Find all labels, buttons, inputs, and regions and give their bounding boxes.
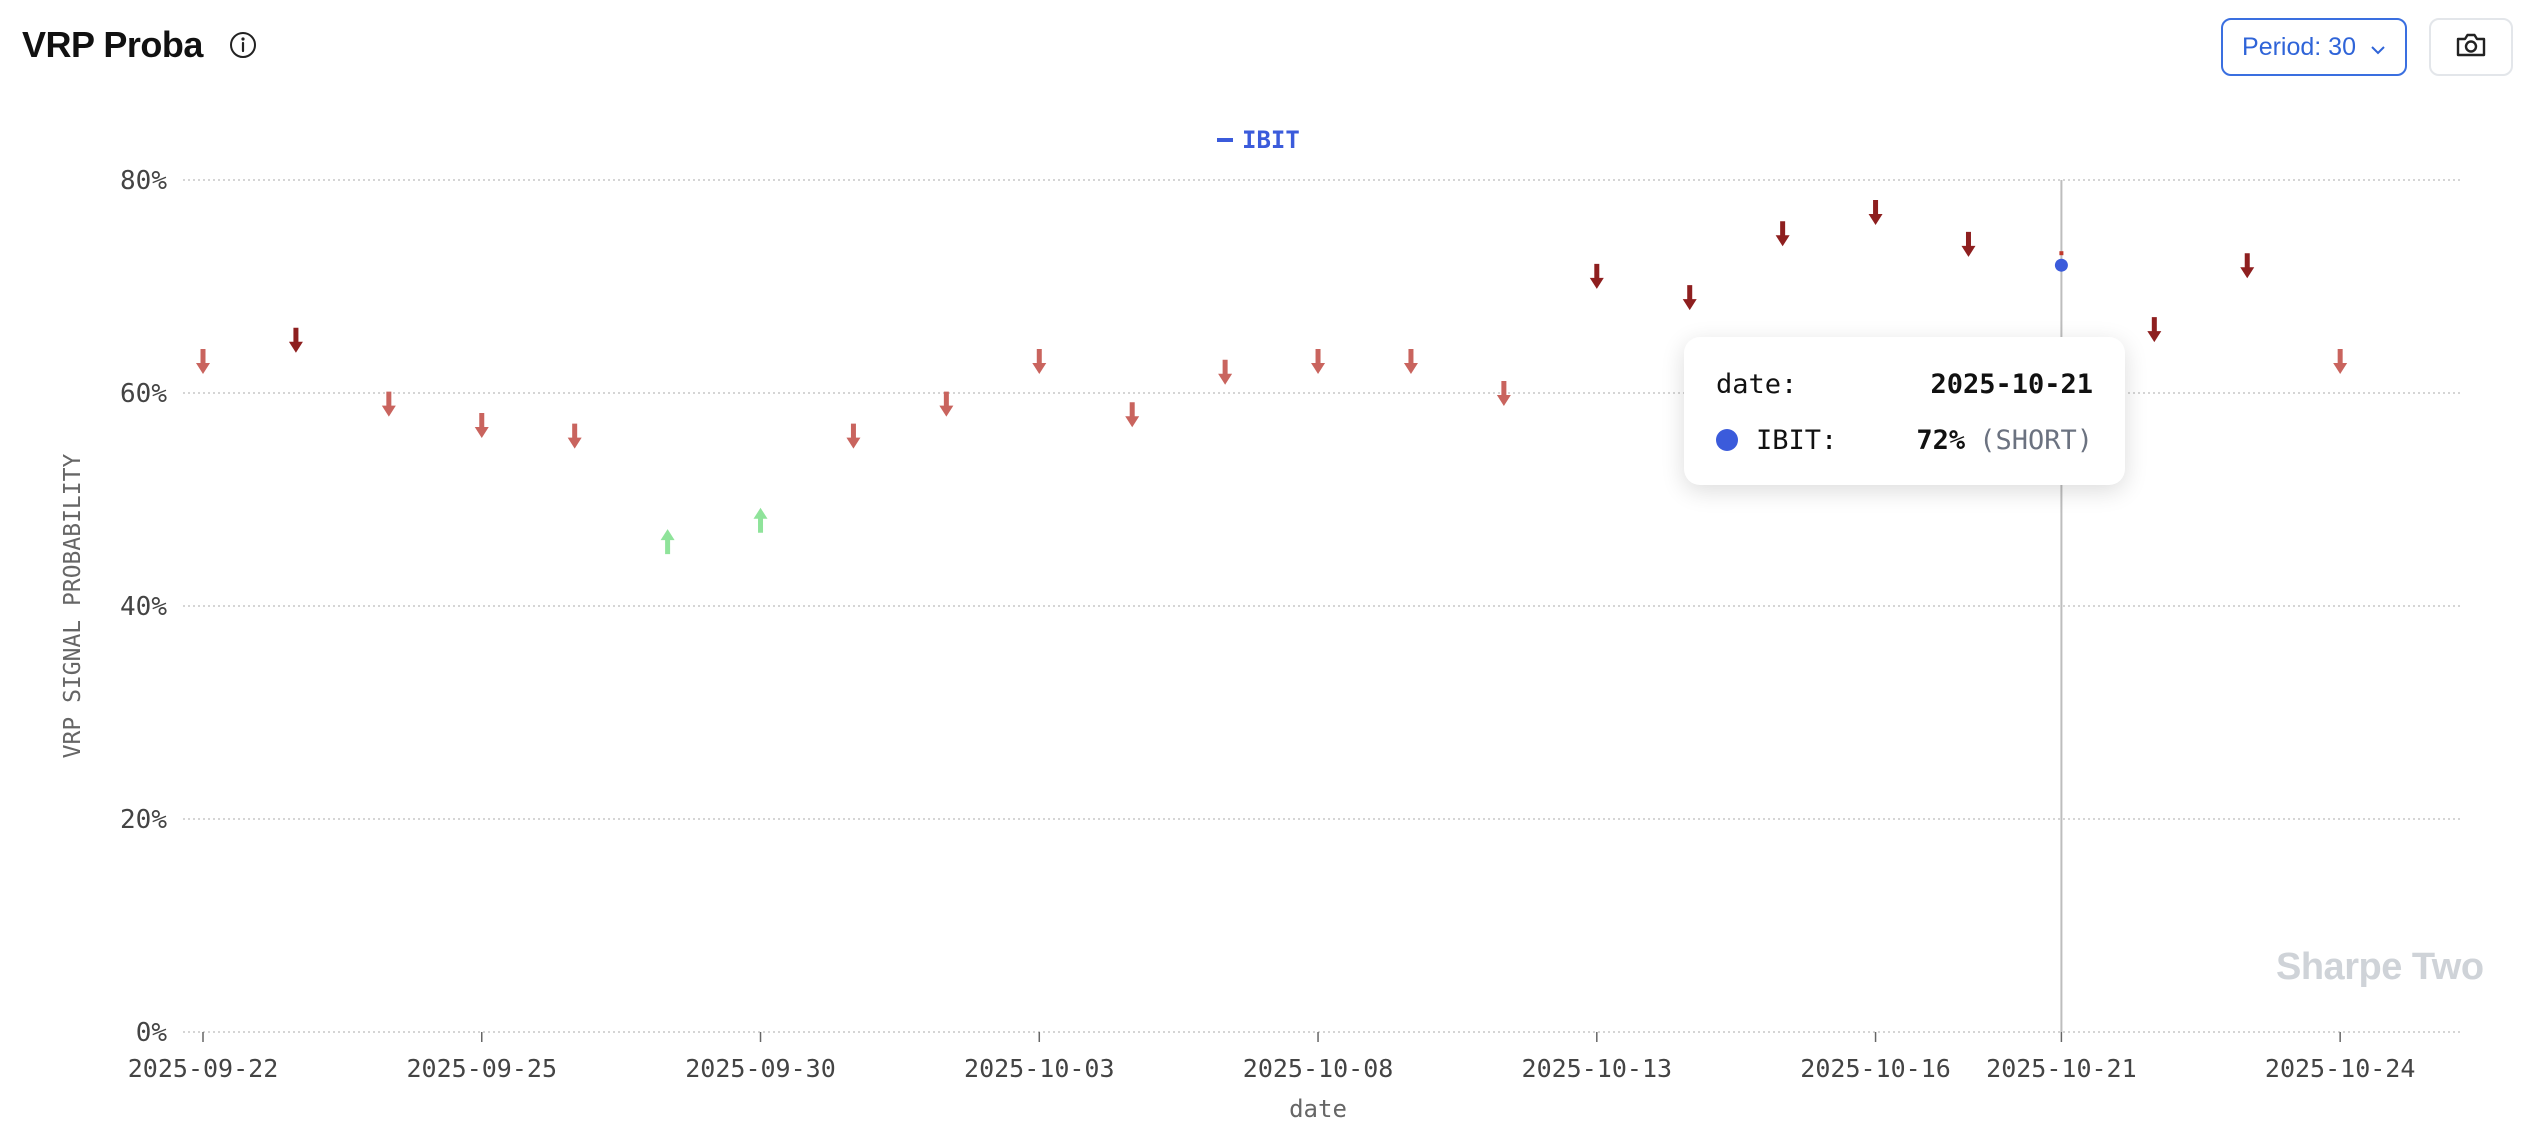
x-tick-label: 2025-09-30 [685,1054,836,1083]
tooltip-series-row: IBIT: 72% (SHORT) [1716,417,2093,463]
tooltip-signal: (SHORT) [1979,424,2093,456]
watermark-logo: Sharpe Two [2276,946,2484,988]
tooltip-value: 72% [1916,424,1966,456]
short-signal-arrow[interactable] [474,412,489,438]
x-tick-label: 2025-10-24 [2265,1054,2416,1083]
legend-swatch [1217,138,1233,142]
short-signal-arrow[interactable] [1218,359,1233,385]
legend-label[interactable]: IBIT [1242,126,1300,154]
period-select[interactable]: Period: 30 [2221,18,2407,76]
short-signal-arrow[interactable] [846,423,861,449]
y-tick-label: 20% [120,805,167,835]
info-icon[interactable] [228,30,258,60]
y-tick-label: 60% [120,379,167,409]
short-signal-arrow[interactable] [1868,199,1883,225]
tooltip-date-label: date: [1716,368,1798,400]
short-signal-arrow[interactable] [196,349,210,375]
x-tick-label: 2025-10-21 [1986,1054,2137,1083]
tooltip-date-row: date: 2025-10-21 [1716,361,2093,407]
x-axis-label: date [1289,1095,1347,1123]
y-axis-label: VRP SIGNAL PROBABILITY [60,454,86,759]
x-tick-label: 2025-09-25 [407,1054,558,1083]
series-color-dot [1716,429,1738,451]
period-label: Period: 30 [2242,32,2356,61]
x-tick-label: 2025-10-16 [1800,1054,1951,1083]
x-tick-label: 2025-09-22 [128,1054,279,1083]
x-tick-label: 2025-10-13 [1522,1054,1673,1083]
short-signal-arrow[interactable] [1032,349,1047,375]
short-signal-arrow[interactable] [1589,263,1604,289]
long-signal-arrow[interactable] [753,507,768,533]
short-signal-arrow[interactable] [2240,253,2255,279]
short-signal-arrow[interactable] [2147,317,2162,343]
short-signal-arrow[interactable] [1496,381,1511,406]
y-tick-label: 0% [136,1018,168,1048]
short-signal-arrow[interactable] [2333,349,2348,375]
short-signal-arrow[interactable] [288,327,303,353]
short-signal-arrow[interactable] [939,391,954,417]
long-signal-arrow[interactable] [660,529,675,555]
hover-point[interactable] [2054,258,2068,272]
x-tick-label: 2025-10-03 [964,1054,1115,1083]
y-tick-label: 80% [120,166,167,196]
tooltip-series-label: IBIT: [1756,424,1838,456]
short-signal-arrow[interactable] [381,391,396,417]
x-tick-label: 2025-10-08 [1243,1054,1394,1083]
screenshot-button[interactable] [2429,18,2513,76]
chart-tooltip: date: 2025-10-21 IBIT: 72% (SHORT) [1684,337,2125,485]
short-signal-arrow[interactable] [1682,285,1697,311]
chart-header: VRP Proba Period: 30 [0,0,2534,94]
page-title: VRP Proba [22,24,203,65]
hover-point-marker [2059,251,2064,256]
short-signal-arrow[interactable] [567,423,582,449]
chevron-down-icon [2370,33,2386,62]
short-signal-arrow[interactable] [1125,402,1140,428]
short-signal-arrow[interactable] [1403,349,1418,375]
short-signal-arrow[interactable] [1775,221,1790,247]
short-signal-arrow[interactable] [1961,231,1976,257]
vrp-chart[interactable]: IBIT 0% 20% 40% 60% 80% 2025-09-22 2025-09-25 2… [0,94,2534,1132]
camera-icon [2454,31,2488,64]
short-signal-arrow[interactable] [1311,349,1326,375]
y-tick-label: 40% [120,592,167,622]
tooltip-date-value: 2025-10-21 [1930,368,2093,400]
